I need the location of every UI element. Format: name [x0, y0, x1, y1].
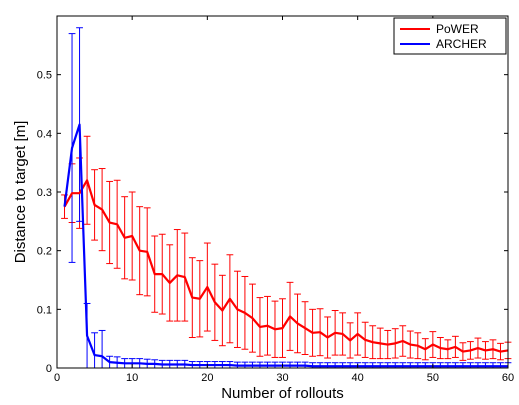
x-tick-label: 10	[126, 372, 138, 384]
x-tick-label: 20	[201, 372, 213, 384]
legend: PoWER ARCHER	[393, 17, 507, 55]
series-line-power	[63, 179, 509, 353]
x-axis-label: Number of rollouts	[221, 385, 344, 402]
errorbars-layer	[61, 27, 512, 368]
legend-label-power: PoWER	[436, 22, 479, 36]
y-tick-label: 0.1	[37, 304, 52, 316]
y-tick-label: 0.5	[37, 70, 52, 82]
x-tick-label: 30	[276, 372, 288, 384]
y-axis-label: Distance to target [m]	[12, 121, 29, 264]
y-axis: 0 0.1 0.2 0.3 0.4 0.5	[37, 70, 508, 375]
y-tick-label: 0	[46, 363, 52, 375]
legend-label-archer: ARCHER	[436, 37, 487, 51]
x-tick-label: 0	[54, 372, 60, 384]
x-tick-label: 60	[502, 372, 514, 384]
x-tick-label: 40	[352, 372, 364, 384]
series-line-archer	[63, 123, 508, 368]
legend-box	[393, 17, 507, 55]
y-tick-label: 0.4	[37, 128, 52, 140]
series-lines-layer	[63, 123, 509, 368]
y-tick-label: 0.3	[37, 187, 52, 199]
x-axis: 0 10 20 30 40 50 60	[54, 16, 514, 384]
y-tick-label: 0.2	[37, 246, 52, 258]
x-tick-label: 50	[427, 372, 439, 384]
